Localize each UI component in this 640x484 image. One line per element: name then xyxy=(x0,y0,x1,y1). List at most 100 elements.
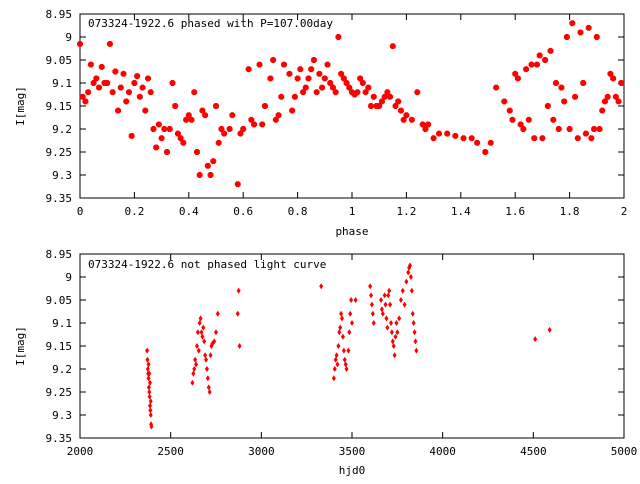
data-point xyxy=(195,329,200,336)
data-point xyxy=(248,116,255,123)
data-point xyxy=(79,93,86,100)
data-point xyxy=(398,297,403,303)
data-point xyxy=(343,361,348,368)
data-point xyxy=(419,121,426,128)
data-point xyxy=(164,149,170,155)
data-point xyxy=(139,84,146,91)
data-point xyxy=(196,347,201,354)
data-point xyxy=(200,333,205,340)
data-point xyxy=(192,366,197,372)
data-point xyxy=(161,126,168,132)
data-point xyxy=(381,93,388,100)
data-point xyxy=(430,135,437,142)
data-point xyxy=(221,130,228,137)
data-point xyxy=(319,283,324,290)
data-point xyxy=(272,116,279,123)
data-point xyxy=(482,149,489,155)
data-point xyxy=(262,103,268,109)
data-point xyxy=(310,57,317,63)
data-point xyxy=(145,366,150,372)
data-point xyxy=(563,34,570,40)
data-point xyxy=(344,366,349,372)
data-point xyxy=(591,126,598,132)
data-point xyxy=(340,75,347,82)
data-point xyxy=(226,126,233,132)
data-point xyxy=(302,84,309,91)
data-point xyxy=(353,297,358,303)
data-point xyxy=(390,338,395,345)
data-point xyxy=(305,75,312,82)
data-point xyxy=(414,347,419,354)
data-point xyxy=(385,324,390,331)
data-point xyxy=(240,126,247,132)
data-point xyxy=(112,68,119,75)
data-point xyxy=(369,301,374,308)
data-point xyxy=(259,121,266,128)
data-point xyxy=(206,384,211,391)
data-point xyxy=(150,126,157,132)
data-point xyxy=(384,315,389,322)
x-tick-label: 1.8 xyxy=(560,205,580,218)
data-point xyxy=(333,356,338,363)
data-point xyxy=(191,370,196,377)
data-point xyxy=(384,89,391,96)
data-point xyxy=(153,144,160,151)
data-point xyxy=(409,287,414,294)
data-point xyxy=(147,402,152,409)
data-point xyxy=(147,89,154,96)
data-point xyxy=(542,57,549,63)
y-axis-label: I[mag] xyxy=(14,86,27,126)
data-point xyxy=(251,121,258,128)
data-point xyxy=(199,107,206,114)
data-point xyxy=(406,269,411,276)
data-point xyxy=(96,84,102,91)
x-tick-label: 1.4 xyxy=(451,205,471,218)
data-point xyxy=(370,310,375,317)
data-point xyxy=(534,61,540,68)
data-point xyxy=(194,149,200,155)
data-point xyxy=(205,375,210,382)
data-point xyxy=(145,347,150,354)
data-point xyxy=(106,40,113,47)
data-point xyxy=(572,93,578,100)
data-point xyxy=(582,130,589,137)
data-point xyxy=(234,181,241,188)
data-point xyxy=(183,116,190,123)
data-point xyxy=(331,375,336,382)
x-tick-label: 1.2 xyxy=(396,205,416,218)
data-point xyxy=(588,135,595,142)
data-point xyxy=(388,301,393,308)
data-point xyxy=(166,126,173,132)
x-tick-label: 4000 xyxy=(429,445,456,458)
y-tick-label: 9.3 xyxy=(52,169,72,182)
x-tick-label: 3500 xyxy=(339,445,366,458)
data-point xyxy=(98,63,105,70)
data-point xyxy=(341,347,346,354)
data-point xyxy=(319,84,326,91)
y-tick-label: 8.95 xyxy=(46,248,73,261)
data-point xyxy=(599,107,606,114)
data-point xyxy=(123,98,130,105)
data-point xyxy=(142,107,149,114)
data-point xyxy=(517,121,524,128)
data-point xyxy=(236,287,241,294)
x-tick-label: 2500 xyxy=(157,445,184,458)
data-point xyxy=(208,352,213,359)
x-tick-label: 0.4 xyxy=(179,205,199,218)
data-point xyxy=(376,103,383,109)
data-point xyxy=(404,278,409,285)
data-point xyxy=(145,356,150,363)
data-point xyxy=(357,75,364,82)
y-tick-label: 9.25 xyxy=(46,146,73,159)
data-point xyxy=(245,66,252,73)
data-point xyxy=(215,310,220,317)
data-point xyxy=(392,352,397,359)
y-tick-label: 8.95 xyxy=(46,8,73,21)
data-point xyxy=(413,338,418,345)
y-tick-label: 9.35 xyxy=(46,192,73,205)
data-point xyxy=(436,130,442,137)
data-point xyxy=(332,366,337,372)
data-point xyxy=(202,112,209,119)
y-tick-label: 9 xyxy=(65,271,72,284)
